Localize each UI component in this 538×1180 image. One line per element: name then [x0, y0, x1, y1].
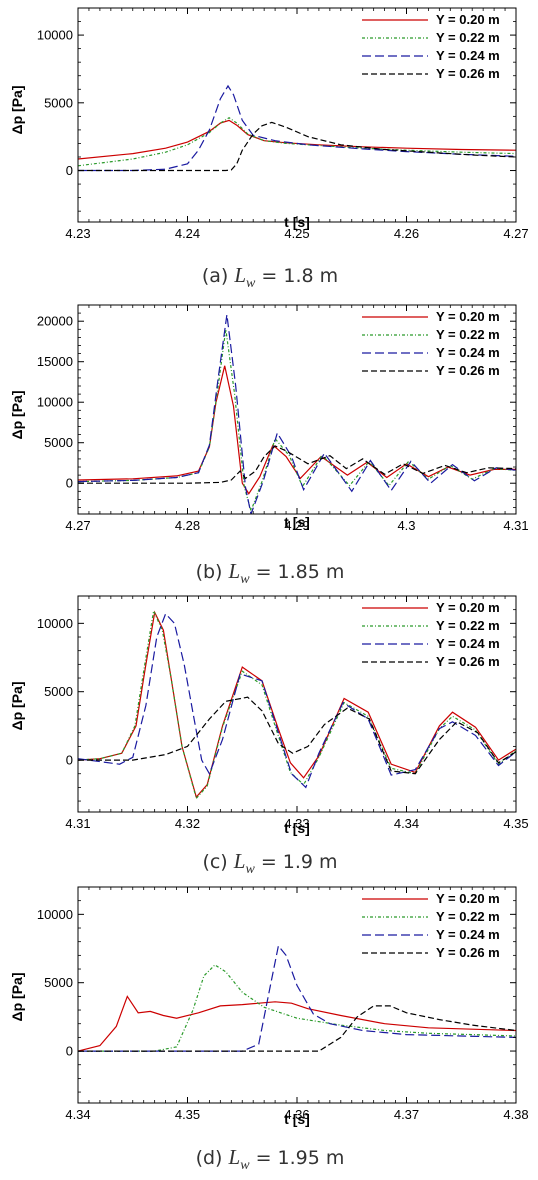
x-tick-label: 4.33: [284, 816, 309, 831]
x-tick-label: 4.31: [503, 518, 528, 533]
y-tick-label: 5000: [44, 975, 73, 990]
y-tick-label: 10000: [37, 616, 73, 631]
panel-caption: (c) Lw = 1.9 m: [202, 849, 337, 877]
series-line-3: [78, 84, 516, 172]
x-tick-label: 4.27: [65, 518, 90, 533]
y-tick-label: 0: [66, 163, 73, 178]
caption-variable: L: [228, 1145, 241, 1169]
legend-label: Y = 0.20 m: [436, 12, 500, 27]
y-tick-label: 0: [66, 753, 73, 768]
y-tick-label: 5000: [44, 95, 73, 110]
x-tick-label: 4.27: [503, 226, 528, 241]
y-tick-label: 20000: [37, 314, 73, 329]
legend-label: Y = 0.24 m: [436, 345, 500, 360]
caption-prefix: (c): [202, 851, 233, 873]
series-line-4: [78, 696, 516, 775]
caption-value: = 1.85 m: [250, 561, 345, 583]
x-tick-label: 4.23: [65, 226, 90, 241]
y-tick-label: 0: [66, 1044, 73, 1059]
legend-label: Y = 0.24 m: [436, 927, 500, 942]
x-tick-label: 4.28: [175, 518, 200, 533]
x-axis-label: t [s]: [284, 214, 310, 230]
legend-label: Y = 0.22 m: [436, 618, 500, 633]
series-line-3: [78, 314, 516, 514]
chart-panel-a: 4.23 4.24 4.25 4.26 4.27 0 5000 10000 t [s] Δp [P…: [9, 7, 529, 291]
y-tick-label: 5000: [44, 435, 73, 450]
legend-label: Y = 0.22 m: [436, 30, 500, 45]
y-axis-label: Δp [Pa]: [9, 86, 25, 135]
caption-prefix: (b): [196, 561, 229, 583]
panel-caption: (d) Lw = 1.95 m: [196, 1145, 345, 1173]
series-line-2: [78, 608, 516, 800]
x-axis-label: t [s]: [284, 820, 310, 836]
legend-label: Y = 0.26 m: [436, 945, 500, 960]
legend-label: Y = 0.26 m: [436, 363, 500, 378]
series-line-1: [78, 119, 516, 160]
legend-label: Y = 0.22 m: [436, 909, 500, 924]
chart-panel-c: 4.31 4.32 4.33 4.34 4.35 0 5000 10000 t [s] Δp [P…: [9, 595, 529, 877]
caption-subscript: w: [245, 862, 255, 877]
caption-prefix: (d): [196, 1147, 229, 1169]
y-axis-label: Δp [Pa]: [9, 682, 25, 731]
x-tick-label: 4.32: [175, 816, 200, 831]
caption-variable: L: [233, 849, 246, 873]
panel-caption: (b) Lw = 1.85 m: [196, 559, 345, 587]
y-tick-label: 0: [66, 476, 73, 491]
y-tick-label: 10000: [37, 907, 73, 922]
y-tick-label: 10000: [37, 28, 73, 43]
x-tick-label: 4.34: [394, 816, 419, 831]
x-tick-label: 4.38: [503, 1107, 528, 1122]
series-line-4: [78, 1005, 516, 1052]
x-tick-label: 4.3: [397, 518, 415, 533]
series-line-1: [78, 995, 516, 1052]
y-tick-label: 15000: [37, 354, 73, 369]
legend-label: Y = 0.22 m: [436, 327, 500, 342]
caption-subscript: w: [240, 572, 250, 587]
series-line-2: [78, 116, 516, 167]
x-tick-label: 4.34: [65, 1107, 90, 1122]
legend-label: Y = 0.20 m: [436, 891, 500, 906]
series-line-2: [78, 964, 516, 1052]
x-tick-label: 4.31: [65, 816, 90, 831]
x-tick-label: 4.37: [394, 1107, 419, 1122]
x-axis-label: t [s]: [284, 1111, 310, 1127]
legend-label: Y = 0.20 m: [436, 600, 500, 615]
legend-label: Y = 0.24 m: [436, 636, 500, 651]
x-tick-label: 4.35: [175, 1107, 200, 1122]
x-tick-label: 4.24: [175, 226, 200, 241]
chart-panel-b: 4.27 4.28 4.29 4.3 4.31 0 5000 10000 15000 20000 t…: [9, 304, 529, 587]
caption-value: = 1.9 m: [255, 851, 338, 873]
caption-value: = 1.8 m: [255, 265, 338, 287]
caption-subscript: w: [240, 1158, 250, 1173]
caption-variable: L: [228, 559, 241, 583]
x-tick-label: 4.35: [503, 816, 528, 831]
caption-prefix: (a): [202, 265, 235, 287]
series-line-3: [78, 944, 516, 1052]
x-tick-label: 4.36: [284, 1107, 309, 1122]
series-line-3: [78, 612, 516, 789]
x-tick-label: 4.26: [394, 226, 419, 241]
series-line-4: [78, 445, 516, 484]
x-tick-label: 4.29: [284, 518, 309, 533]
legend-label: Y = 0.26 m: [436, 654, 500, 669]
y-axis-label: Δp [Pa]: [9, 973, 25, 1022]
caption-value: = 1.95 m: [250, 1147, 345, 1169]
panel-caption: (a) Lw = 1.8 m: [202, 263, 338, 291]
x-axis-label: t [s]: [284, 514, 310, 530]
x-tick-label: 4.25: [284, 226, 309, 241]
series-line-4: [78, 121, 516, 172]
legend-label: Y = 0.24 m: [436, 48, 500, 63]
y-tick-label: 5000: [44, 684, 73, 699]
caption-variable: L: [233, 263, 246, 287]
caption-subscript: w: [246, 276, 256, 291]
y-axis-label: Δp [Pa]: [9, 391, 25, 440]
legend-label: Y = 0.26 m: [436, 66, 500, 81]
y-tick-label: 10000: [37, 395, 73, 410]
legend-label: Y = 0.20 m: [436, 309, 500, 324]
chart-panel-d: 4.34 4.35 4.36 4.37 4.38 0 5000 10000 t [s] Δp [P…: [9, 886, 529, 1173]
